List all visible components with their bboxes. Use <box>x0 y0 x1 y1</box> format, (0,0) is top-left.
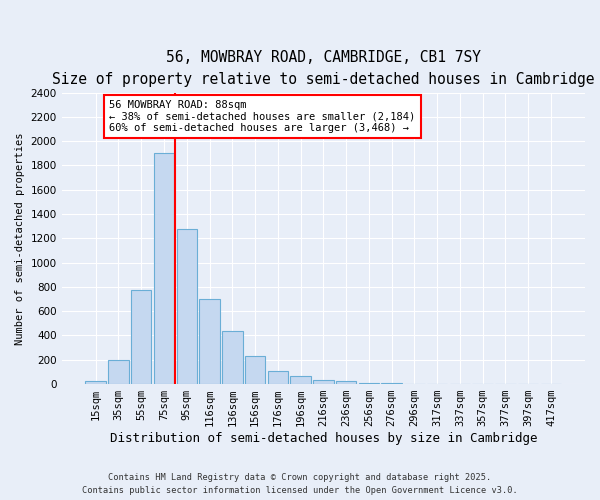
Bar <box>222 331 242 384</box>
Bar <box>313 380 334 384</box>
Y-axis label: Number of semi-detached properties: Number of semi-detached properties <box>15 132 25 344</box>
Bar <box>108 360 129 384</box>
Bar <box>131 290 151 384</box>
X-axis label: Distribution of semi-detached houses by size in Cambridge: Distribution of semi-detached houses by … <box>110 432 537 445</box>
Bar <box>154 154 174 384</box>
Bar <box>199 299 220 384</box>
Bar <box>245 356 265 384</box>
Bar <box>290 376 311 384</box>
Text: Contains HM Land Registry data © Crown copyright and database right 2025.
Contai: Contains HM Land Registry data © Crown c… <box>82 474 518 495</box>
Bar <box>176 229 197 384</box>
Title: 56, MOWBRAY ROAD, CAMBRIDGE, CB1 7SY
Size of property relative to semi-detached : 56, MOWBRAY ROAD, CAMBRIDGE, CB1 7SY Siz… <box>52 50 595 87</box>
Text: 56 MOWBRAY ROAD: 88sqm
← 38% of semi-detached houses are smaller (2,184)
60% of : 56 MOWBRAY ROAD: 88sqm ← 38% of semi-det… <box>109 100 416 133</box>
Bar <box>268 370 288 384</box>
Bar <box>336 381 356 384</box>
Bar <box>85 381 106 384</box>
